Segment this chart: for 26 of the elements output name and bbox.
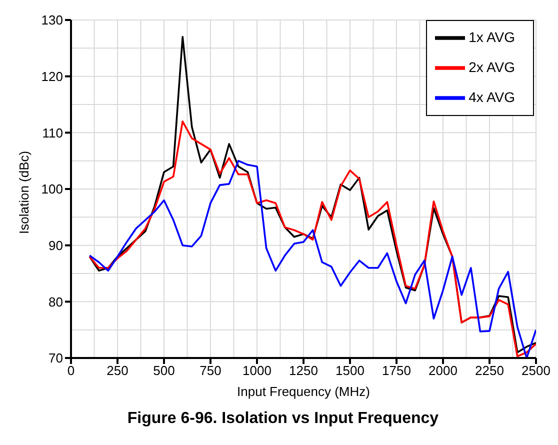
y-tick-label: 80: [48, 294, 63, 310]
x-tick-label: 1750: [382, 363, 411, 378]
x-tick-label: 2250: [475, 363, 504, 378]
y-tick-label: 90: [48, 238, 63, 253]
y-tick-label: 120: [41, 68, 63, 84]
text: Figure 6-96. Isolation vs Input Frequency: [126, 410, 440, 428]
x-tick-label: 1250: [289, 363, 318, 378]
y-tick-label: 100: [41, 182, 63, 197]
x-tick-label: 1000: [242, 363, 272, 378]
legend-label: 2x AVG: [468, 59, 515, 76]
x-tick-label: 1500: [336, 363, 364, 378]
y-tick-label: 70: [48, 350, 63, 366]
x-axis-title: Input Frequency (MHz): [237, 384, 370, 399]
line-series: [88, 120, 536, 358]
x-tick-label: 500: [153, 363, 175, 378]
x-tick-label: 2000: [428, 363, 458, 378]
legend-label: 1x AVG: [468, 29, 515, 46]
line-series: [88, 160, 536, 358]
x-tick-label: 250: [106, 363, 128, 378]
x-tick-label: 2500: [522, 363, 550, 378]
legend-label: 4x AVG: [468, 89, 515, 106]
x-tick-label: 750: [200, 363, 222, 378]
x-tick-label: 0: [67, 363, 75, 378]
y-tick-label: 110: [42, 125, 63, 140]
y-tick-label: 130: [41, 12, 63, 28]
y-axis-title: Isolation (dBc): [16, 150, 32, 234]
